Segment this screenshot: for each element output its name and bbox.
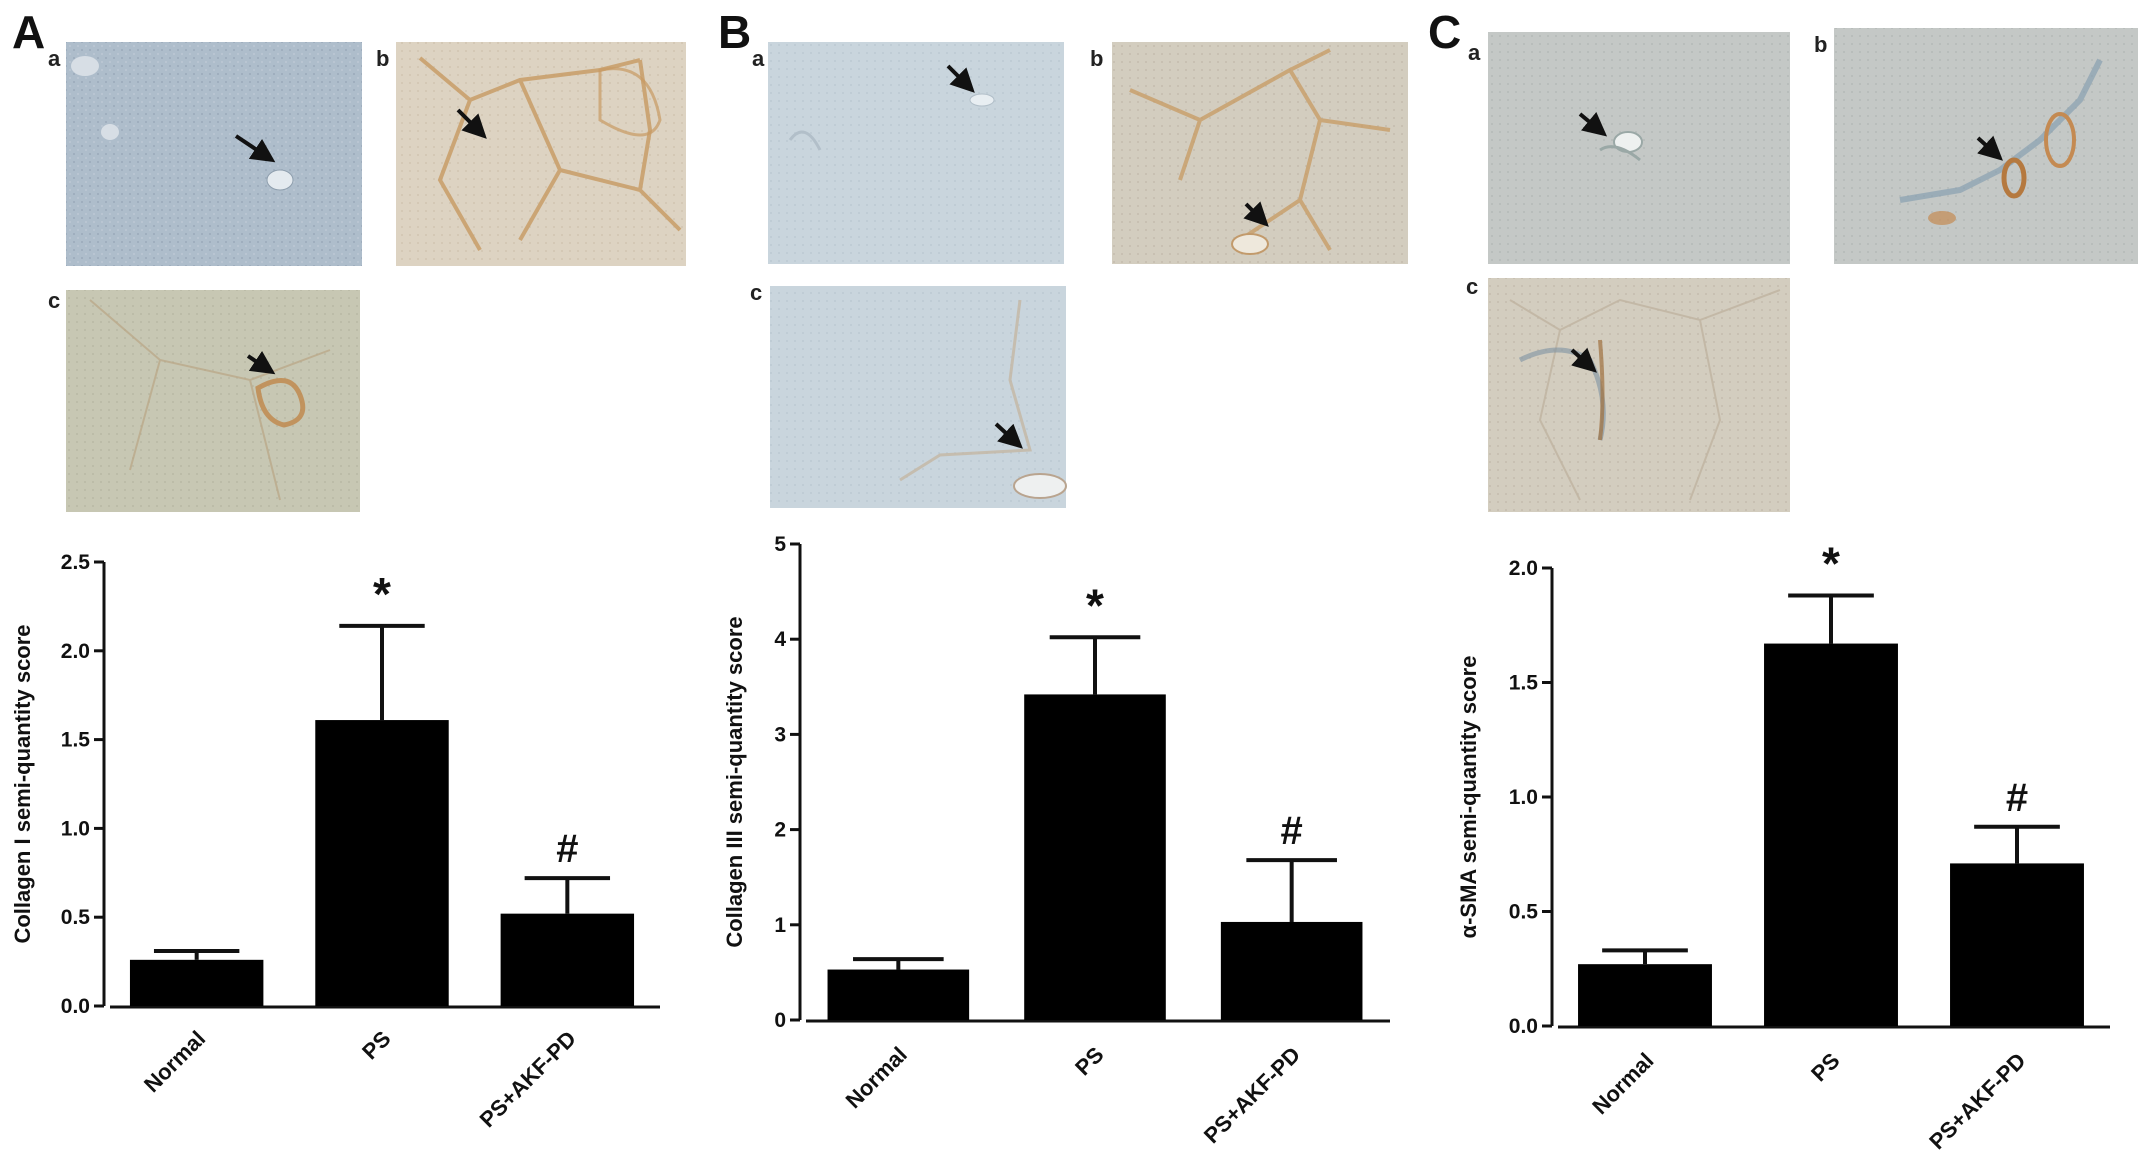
arrow-icon	[246, 350, 276, 375]
significance-marker: #	[2006, 776, 2028, 820]
y-tick-label: 2.5	[61, 551, 91, 574]
arrow-icon	[1976, 135, 2003, 161]
panel-b-image-b-label: b	[1090, 46, 1103, 71]
panel-a-images: A a b c	[12, 6, 686, 512]
bar	[1764, 643, 1898, 1026]
x-category-label: PS	[1806, 1048, 1844, 1086]
y-tick-label: 1.5	[1509, 672, 1539, 695]
panel-a-image-c-label: c	[48, 288, 60, 313]
significance-marker: *	[1086, 579, 1104, 631]
panel-b-image-a-label: a	[752, 46, 765, 71]
y-tick-label: 1.0	[61, 817, 90, 840]
x-category-label: Normal	[841, 1042, 912, 1113]
y-tick-label: 1.0	[1509, 786, 1538, 809]
panel-a-micrograph-a	[66, 42, 362, 266]
arrow-icon	[1243, 201, 1269, 227]
x-category-label: PS+AKF-PD	[475, 1026, 581, 1132]
y-axis-label: α-SMA semi-quantity score	[1456, 656, 1481, 939]
bar	[500, 913, 635, 1006]
bar	[129, 959, 264, 1006]
arrow-icon	[234, 134, 276, 163]
panel-a-micrograph-b	[396, 42, 686, 266]
x-category-label: PS+AKF-PD	[1924, 1048, 2030, 1154]
panel-b-micrograph-c	[770, 286, 1067, 508]
arrow-icon	[994, 422, 1023, 449]
panel-a-letter: A	[12, 6, 45, 58]
y-tick-label: 0	[774, 1009, 786, 1032]
y-tick-label: 4	[774, 628, 786, 651]
significance-marker: #	[1281, 809, 1303, 853]
panel-b-micrograph-b	[1112, 42, 1408, 264]
arrow-icon	[1570, 347, 1597, 373]
bar	[1220, 921, 1363, 1020]
panel-b-letter: B	[718, 6, 751, 58]
panel-b-micrograph-a	[768, 42, 1064, 264]
panel-a-micrograph-c	[66, 290, 360, 512]
panel-c-image-c-label: c	[1466, 274, 1478, 299]
panel-b-images: B a b c	[718, 6, 1408, 508]
panel-c-image-a-label: a	[1468, 40, 1481, 65]
panel-c-micrograph-b	[1834, 28, 2138, 264]
x-category-label: PS	[357, 1026, 395, 1064]
chart-c: 0.0 0.5 1.0 1.5 2.0 α-SMA semi-quantity score…	[1456, 537, 2110, 1154]
significance-marker: #	[556, 827, 578, 871]
panel-c-micrograph-c	[1488, 278, 1790, 512]
arrow-icon	[456, 108, 487, 139]
bar	[1950, 863, 2084, 1026]
y-tick-label: 1	[774, 914, 786, 937]
chart-b: 0 1 2 3 4 5 Collagen III semi-quantity score No…	[722, 533, 1390, 1148]
y-tick-label: 3	[774, 723, 786, 746]
bar	[1024, 694, 1166, 1020]
arrow-icon	[946, 64, 975, 93]
panel-a-image-b-label: b	[376, 46, 389, 71]
bar	[315, 720, 449, 1006]
x-category-label: PS	[1070, 1042, 1108, 1080]
y-tick-label: 2.0	[1509, 557, 1538, 580]
panel-b-image-c-label: c	[750, 280, 762, 305]
y-tick-label: 0.5	[1509, 901, 1539, 924]
x-category-label: PS+AKF-PD	[1199, 1042, 1305, 1148]
panel-c-micrograph-a	[1488, 32, 1790, 264]
y-tick-label: 0.5	[61, 906, 91, 929]
bar	[1578, 964, 1712, 1026]
panel-c-images: C a b c	[1428, 6, 2138, 512]
y-axis-label: Collagen I semi-quantity score	[10, 624, 35, 943]
y-tick-label: 1.5	[61, 729, 91, 752]
x-category-label: Normal	[1587, 1048, 1658, 1119]
y-tick-label: 0.0	[61, 995, 90, 1018]
arrow-icon	[1578, 111, 1608, 137]
y-tick-label: 2	[774, 819, 786, 842]
y-tick-label: 2.0	[61, 640, 90, 663]
bar	[827, 969, 970, 1020]
y-tick-label: 5	[774, 533, 786, 556]
y-tick-label: 0.0	[1509, 1015, 1538, 1038]
significance-marker: *	[373, 568, 391, 620]
panel-c-letter: C	[1428, 6, 1461, 58]
significance-marker: *	[1822, 537, 1840, 589]
y-axis-label: Collagen III semi-quantity score	[722, 616, 747, 947]
panel-a-image-a-label: a	[48, 46, 61, 71]
x-category-label: Normal	[139, 1026, 210, 1097]
chart-a: 0.0 0.5 1.0 1.5 2.0 2.5 Collagen I semi-quanti…	[10, 551, 660, 1132]
panel-c-image-b-label: b	[1814, 32, 1827, 57]
